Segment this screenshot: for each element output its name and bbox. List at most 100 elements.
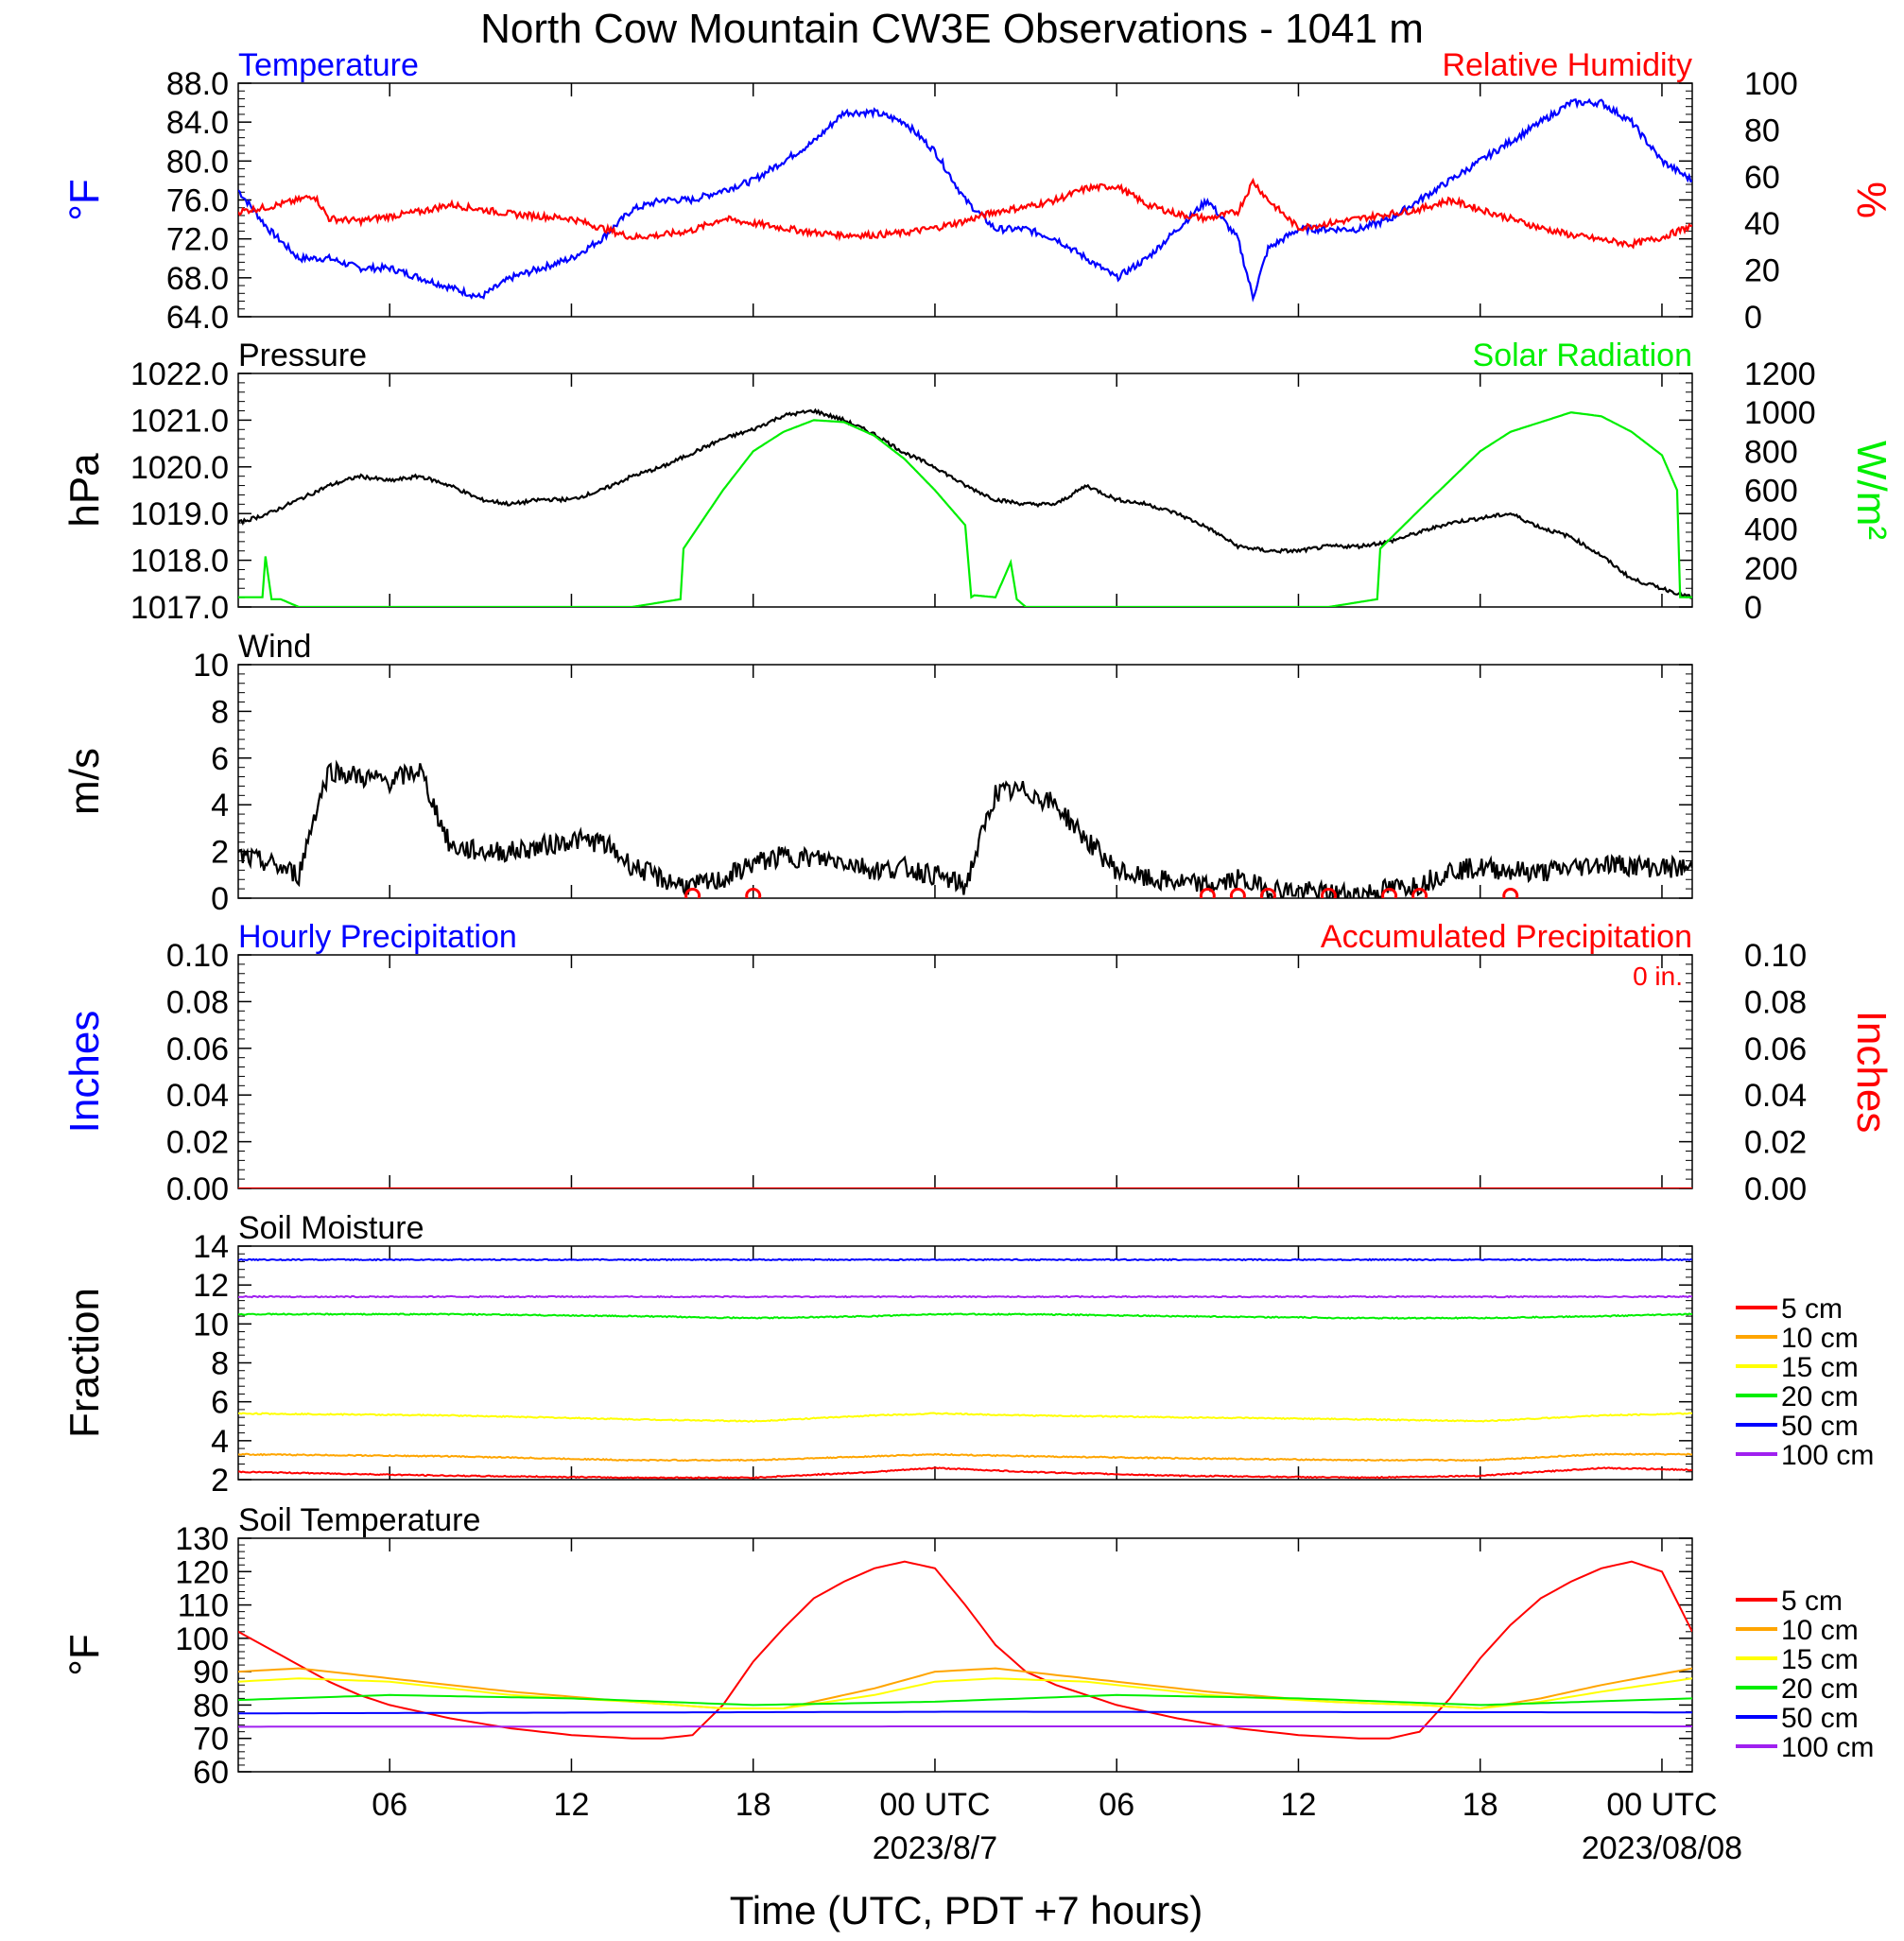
panel-title-left: Soil Moisture	[238, 1210, 424, 1246]
panels-group: 88.084.080.076.072.068.064.0100806040200…	[61, 47, 1895, 1866]
y-tick-label-left: 14	[193, 1229, 229, 1265]
y-tick-label-left: 0.06	[166, 1031, 229, 1067]
y-tick-label-left: 1022.0	[130, 356, 229, 392]
y-tick-label-left: 2	[211, 1463, 229, 1499]
calm-marker	[1411, 888, 1428, 898]
y-tick-label-right: 800	[1744, 434, 1798, 470]
legend-label: 15 cm	[1781, 1352, 1859, 1383]
y-tick-label-left: 110	[178, 1588, 229, 1624]
x-tick-label: 06	[372, 1787, 407, 1823]
plot-frame	[237, 954, 1693, 1189]
legend-label: 10 cm	[1781, 1615, 1859, 1646]
y-axis-label-left: Inches	[61, 1011, 108, 1134]
series-line-blue	[238, 97, 1692, 303]
panel-title-left: Wind	[238, 629, 311, 665]
y-axis-label-left: °F	[61, 1634, 108, 1675]
figure-title: North Cow Mountain CW3E Observations - 1…	[480, 6, 1424, 52]
x-tick-label: 12	[1281, 1787, 1317, 1823]
y-tick-label-right: 1000	[1744, 395, 1816, 431]
plot-frame	[237, 1537, 1693, 1773]
x-tick-label: 18	[736, 1787, 771, 1823]
plot-frame	[237, 1245, 1693, 1481]
plot-frame	[237, 373, 1693, 608]
y-tick-label-left: 60	[193, 1755, 229, 1791]
panel-title-left: Pressure	[238, 338, 367, 373]
series-group	[238, 97, 1692, 303]
x-date-label: 2023/08/08	[1582, 1830, 1742, 1866]
series-line-50cm	[238, 1257, 1692, 1262]
y-tick-label-right: 0	[1744, 300, 1762, 336]
y-tick-label-left: 1021.0	[130, 403, 229, 439]
panel-annotation: 0 in.	[1633, 962, 1683, 991]
y-tick-label-right: 0.00	[1744, 1171, 1807, 1207]
series-line-15cm	[238, 1677, 1692, 1710]
panel-title-right: Accumulated Precipitation	[1321, 919, 1692, 955]
legend-label: 5 cm	[1781, 1293, 1843, 1325]
y-tick-label-left: 70	[193, 1722, 229, 1758]
calm-marker	[1229, 888, 1246, 898]
series-line-100cm	[238, 1294, 1692, 1299]
legend-label: 100 cm	[1781, 1440, 1874, 1471]
series-group	[238, 407, 1692, 607]
y-tick-label-right: 0.06	[1744, 1031, 1807, 1067]
series-group	[238, 759, 1692, 898]
y-tick-label-left: 6	[211, 1385, 229, 1421]
y-tick-label-left: 0.02	[166, 1125, 229, 1161]
y-tick-label-left: 0.10	[166, 938, 229, 974]
panel-title-left: Soil Temperature	[238, 1502, 480, 1538]
y-tick-label-right: 0.08	[1744, 984, 1807, 1020]
series-line-red	[238, 177, 1692, 250]
y-tick-label-right: 0.04	[1744, 1078, 1807, 1114]
y-tick-label-left: 90	[193, 1655, 229, 1690]
y-tick-label-left: 84.0	[166, 105, 229, 141]
y-axis-label-right: W/m²	[1848, 441, 1895, 540]
y-tick-label-left: 72.0	[166, 222, 229, 258]
y-tick-label-left: 80	[193, 1688, 229, 1724]
y-axis-label-right: %	[1848, 182, 1895, 218]
series-line-5cm	[238, 1560, 1692, 1740]
y-tick-label-right: 20	[1744, 253, 1780, 289]
y-tick-label-left: 2	[211, 835, 229, 871]
series-group	[238, 1560, 1692, 1740]
y-tick-label-left: 0	[211, 881, 229, 917]
series-line-15cm	[238, 1412, 1692, 1423]
y-tick-label-left: 0.08	[166, 984, 229, 1020]
y-axis-label-left: m/s	[61, 748, 108, 815]
calm-marker	[1321, 888, 1337, 898]
y-tick-label-right: 0	[1744, 590, 1762, 626]
y-tick-label-left: 64.0	[166, 300, 229, 336]
legend-label: 100 cm	[1781, 1732, 1874, 1763]
y-axis-label-right: Inches	[1848, 1011, 1895, 1134]
y-tick-label-right: 400	[1744, 512, 1798, 548]
y-tick-label-right: 60	[1744, 160, 1780, 196]
calm-marker	[1199, 888, 1216, 898]
y-tick-label-left: 4	[211, 1424, 229, 1460]
calm-marker	[745, 888, 762, 898]
y-tick-label-right: 1200	[1744, 356, 1816, 392]
series-line-10cm	[238, 1452, 1692, 1463]
series-line-black	[238, 759, 1692, 898]
y-tick-label-left: 8	[211, 694, 229, 730]
panel-title-left: Hourly Precipitation	[238, 919, 517, 955]
x-tick-label: 00 UTC	[1606, 1787, 1717, 1823]
y-tick-label-left: 1019.0	[130, 496, 229, 532]
legend-label: 5 cm	[1781, 1586, 1843, 1617]
legend-label: 50 cm	[1781, 1411, 1859, 1442]
panel-precipitation: 0.10 0.08 0.06 0.04 0.02 0.00 0.10 0.08 0.06 0.04…	[61, 919, 1895, 1207]
y-tick-label-left: 1017.0	[130, 590, 229, 626]
legend-label: 10 cm	[1781, 1323, 1859, 1354]
panel-temperature_rh: 88.084.080.076.072.068.064.0 100 80 60 40 20 0…	[61, 47, 1895, 336]
y-axis-label-left: hPa	[61, 453, 108, 528]
y-tick-label-left: 68.0	[166, 261, 229, 297]
y-tick-label-left: 0.00	[166, 1171, 229, 1207]
calm-marker	[1502, 888, 1519, 898]
plot-frame	[237, 664, 1693, 899]
y-tick-label-left: 1020.0	[130, 450, 229, 486]
calm-marker	[1259, 888, 1276, 898]
panel-title-right: Solar Radiation	[1473, 338, 1692, 373]
y-tick-label-right: 40	[1744, 206, 1780, 242]
legend-label: 20 cm	[1781, 1673, 1859, 1705]
